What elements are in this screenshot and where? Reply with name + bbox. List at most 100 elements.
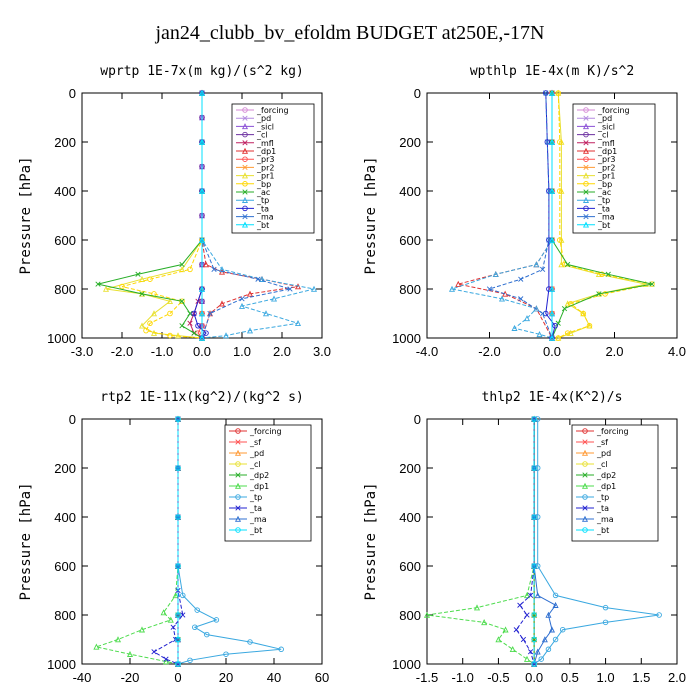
series-marker	[179, 323, 185, 329]
legend-marker	[242, 213, 248, 220]
x-tick-label: -2.0	[478, 344, 500, 359]
series-marker	[555, 335, 562, 341]
series-marker	[518, 296, 524, 302]
legend-label: _forcing	[596, 427, 629, 436]
series-marker	[213, 617, 220, 623]
series-bt	[531, 416, 537, 667]
legend-label: _pr1	[597, 172, 615, 181]
series-marker	[179, 298, 185, 304]
series-marker	[473, 604, 481, 611]
legend-label: _pr1	[256, 172, 274, 181]
series-marker	[162, 658, 170, 665]
legend-label: _forcing	[249, 427, 282, 436]
series-marker	[520, 636, 527, 643]
series-marker	[167, 332, 173, 339]
legend-label: _sf	[249, 438, 261, 447]
series-marker	[524, 612, 530, 618]
legend-label: _mfl	[256, 139, 274, 148]
series-marker	[218, 266, 226, 273]
y-tick-label: 800	[399, 282, 421, 297]
plot-frame	[81, 418, 323, 665]
series-ma	[531, 415, 559, 667]
series-marker	[262, 310, 270, 317]
legend-label: _bt	[597, 221, 610, 230]
legend-marker	[241, 123, 249, 130]
series-marker	[135, 271, 141, 277]
series-marker	[238, 302, 246, 309]
series-line	[201, 93, 315, 339]
legend-label: _pd	[256, 114, 271, 123]
legend-marker	[242, 115, 248, 121]
series-pr1	[102, 89, 206, 341]
series-marker	[126, 650, 134, 657]
legend-label: _ma	[256, 213, 274, 222]
series-marker	[163, 656, 169, 662]
series-marker	[247, 639, 253, 645]
series-marker	[187, 657, 193, 664]
series-marker	[531, 416, 537, 422]
series-marker	[511, 324, 518, 331]
legend-marker	[235, 428, 241, 434]
legend-label: _dp1	[256, 147, 276, 156]
plot-panel-1: wprtp 1E-7x(m kg)/(s^2 kg) Pressure [hPa]…	[18, 64, 331, 359]
series-line	[533, 419, 660, 665]
series-marker	[138, 322, 146, 329]
series-marker	[114, 636, 122, 643]
legend-label: _bt	[596, 526, 609, 535]
series-marker	[207, 310, 213, 317]
series-line	[97, 93, 203, 339]
x-tick-label: 1.0	[233, 344, 251, 359]
series-marker	[481, 619, 488, 626]
series-marker	[531, 514, 537, 520]
series-marker	[175, 661, 181, 667]
x-tick-label: 2.0	[273, 344, 291, 359]
y-tick-label: 1000	[392, 331, 421, 346]
legend-label: _ta	[597, 204, 610, 213]
x-tick-label: 1.0	[597, 670, 615, 685]
series-marker	[523, 315, 531, 322]
legend-label: _dp2	[249, 471, 269, 480]
y-axis-label: Pressure [hPa]	[18, 482, 34, 600]
series-marker	[223, 651, 229, 657]
x-tick-label: -20	[121, 670, 140, 685]
legend-label: _sf	[596, 438, 608, 447]
series-marker	[498, 295, 506, 302]
y-tick-label: 800	[399, 608, 421, 623]
legend-label: _cl	[256, 131, 268, 140]
plot-panel-4: thlp2 1E-4x(K^2)/s Pressure [hPa] 0 200 400 6…	[363, 390, 686, 685]
series-marker	[175, 514, 181, 520]
series-marker	[139, 291, 145, 297]
series-marker	[534, 592, 541, 599]
y-axis-label: Pressure [hPa]	[18, 156, 34, 274]
y-tick-label: 1000	[47, 331, 76, 346]
legend-marker	[583, 164, 589, 171]
series-line	[121, 93, 203, 339]
legend-marker	[583, 115, 589, 121]
series-marker	[102, 285, 110, 292]
series-marker	[202, 261, 210, 268]
legend-label: _forcing	[256, 106, 289, 115]
series-marker	[565, 261, 571, 268]
series-marker	[605, 271, 611, 277]
legend-label: _mfl	[597, 139, 615, 148]
y-tick-label: 0	[69, 412, 76, 427]
series-marker	[172, 592, 179, 599]
legend-label: _pr3	[256, 155, 274, 164]
series-marker	[557, 188, 563, 194]
series-marker	[561, 261, 568, 268]
legend-label: _cl	[596, 460, 608, 469]
series-marker	[545, 646, 552, 653]
legend-marker	[582, 196, 590, 203]
series-marker	[533, 261, 540, 268]
plot-panel-2: wpthlp 1E-4x(m K)/s^2 Pressure [hPa] 0 200 4…	[363, 64, 686, 359]
series-marker	[175, 636, 181, 643]
legend-marker	[583, 107, 589, 113]
series-marker	[180, 612, 186, 618]
series-marker	[310, 285, 318, 292]
series-marker	[187, 310, 193, 317]
series-line	[105, 93, 203, 339]
x-tick-label: 4.0	[668, 344, 686, 359]
x-tick-label: -1.0	[452, 670, 474, 685]
series-marker	[523, 592, 531, 599]
